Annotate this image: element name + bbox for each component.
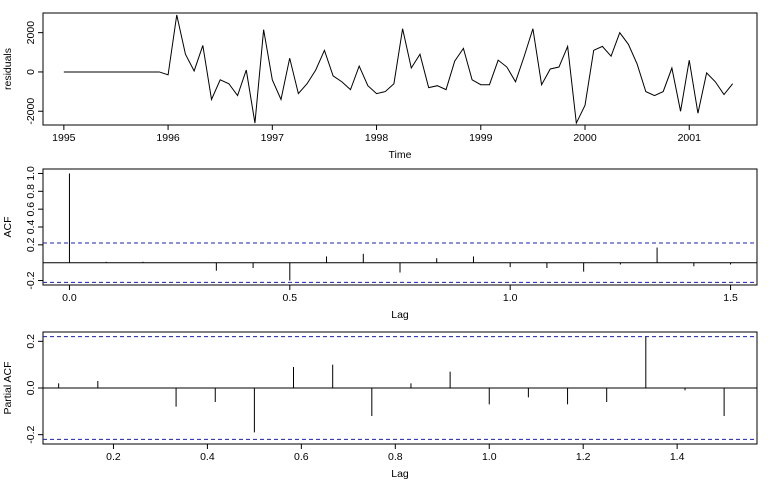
x-tick-label: 0.0 xyxy=(62,292,77,304)
x-axis-title: Time xyxy=(389,149,412,161)
y-tick-label: 0 xyxy=(25,69,37,75)
y-axis-title: ACF xyxy=(2,217,14,238)
x-tick-label: 1.4 xyxy=(670,451,685,463)
y-tick-label: 0.8 xyxy=(25,184,37,199)
chart-panel-1: 1995 1996 1997 1998 1999 2000 2001 -2000 0 2000 Ti… xyxy=(2,12,758,161)
x-tick-label: 1995 xyxy=(52,132,76,144)
x-tick-label: 0.4 xyxy=(200,451,215,463)
x-tick-label: 1.2 xyxy=(576,451,591,463)
y-tick-label: -0.2 xyxy=(25,271,37,289)
x-tick-label: 1997 xyxy=(261,132,285,144)
y-tick-label: 0.4 xyxy=(25,220,37,235)
x-tick-label: 2001 xyxy=(678,132,702,144)
y-tick-label: 0.0 xyxy=(25,381,37,396)
x-axis-title: Lag xyxy=(391,468,409,480)
y-tick-label: 0.2 xyxy=(25,237,37,252)
x-tick-label: 1998 xyxy=(365,132,389,144)
chart-panel-3: 0.2 0.4 0.6 0.8 1.0 1.2 1.4 -0.2 0.0 0.2 Lag Partia… xyxy=(2,331,758,480)
y-tick-label: -2000 xyxy=(25,98,37,125)
x-tick-label: 1.0 xyxy=(503,292,518,304)
x-tick-label: 1.5 xyxy=(723,292,738,304)
plot-frame xyxy=(42,12,758,126)
x-tick-label: 1999 xyxy=(469,132,493,144)
y-tick-label: 2000 xyxy=(25,21,37,45)
y-tick-label: 0.2 xyxy=(25,334,37,349)
y-tick-label: -0.2 xyxy=(25,425,37,443)
y-tick-label: 0.6 xyxy=(25,202,37,217)
residual-series-line xyxy=(63,14,734,125)
y-axis-title: Partial ACF xyxy=(2,361,14,414)
x-tick-label: 2000 xyxy=(573,132,597,144)
y-tick-label: 1.0 xyxy=(25,166,37,181)
x-tick-label: 0.5 xyxy=(283,292,298,304)
x-tick-label: 0.8 xyxy=(388,451,403,463)
chart-panel-2: 0.0 0.5 1.0 1.5 -0.2 0.2 0.4 0.6 0.8 1.0 Lag ACF xyxy=(2,166,758,321)
x-tick-label: 1.0 xyxy=(482,451,497,463)
y-axis-title: residuals xyxy=(2,48,14,90)
x-tick-label: 0.2 xyxy=(106,451,121,463)
x-tick-label: 1996 xyxy=(156,132,180,144)
x-tick-label: 0.6 xyxy=(294,451,309,463)
x-axis-title: Lag xyxy=(391,309,409,321)
